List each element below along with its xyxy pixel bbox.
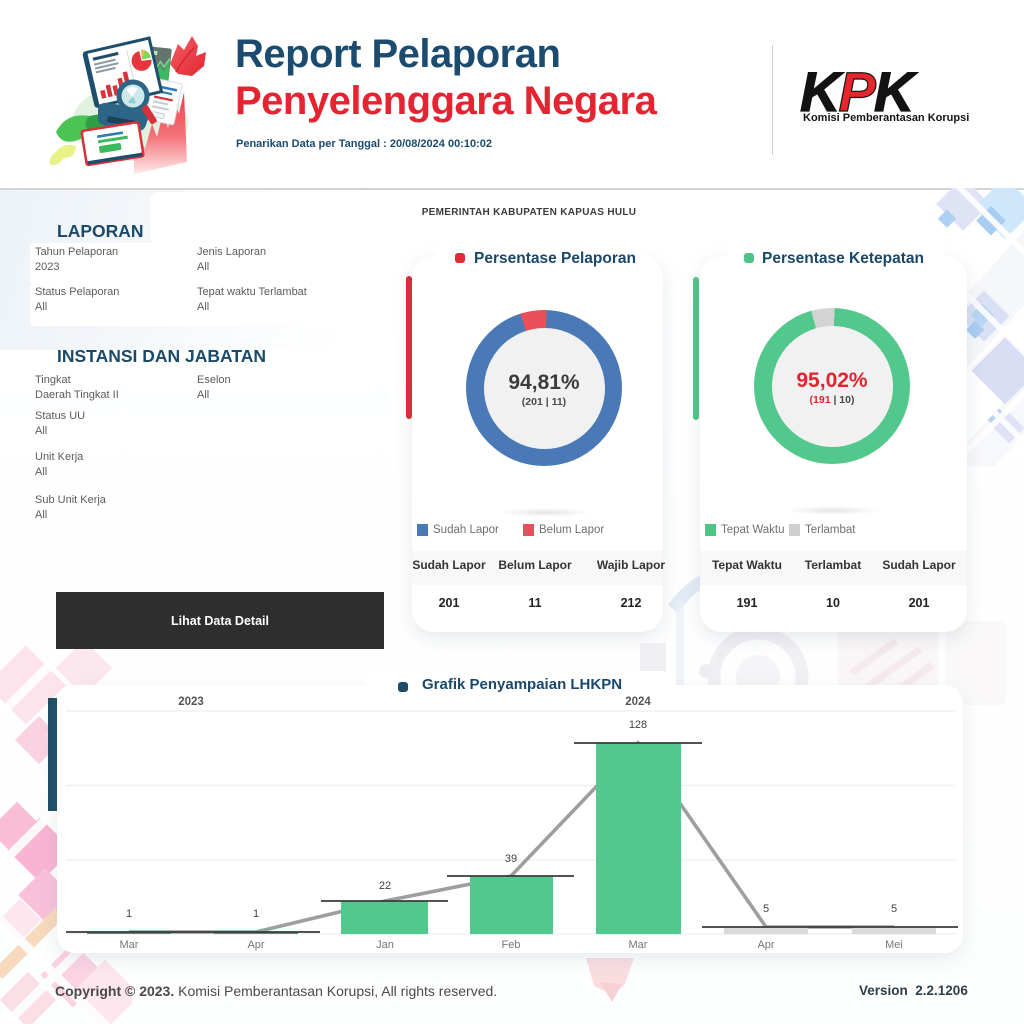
svg-text:Mei: Mei (885, 939, 903, 951)
svg-text:1: 1 (253, 908, 259, 920)
svg-text:5: 5 (763, 903, 769, 915)
svg-text:Apr: Apr (247, 939, 264, 951)
svg-text:Mar: Mar (120, 939, 139, 951)
svg-text:Jan: Jan (376, 939, 394, 951)
svg-text:Apr: Apr (757, 939, 774, 951)
svg-text:39: 39 (505, 853, 517, 865)
svg-text:1: 1 (126, 908, 132, 920)
svg-text:2024: 2024 (625, 696, 651, 708)
svg-text:2023: 2023 (178, 696, 204, 708)
svg-text:128: 128 (629, 719, 647, 731)
svg-text:Mar: Mar (629, 939, 648, 951)
svg-text:22: 22 (379, 880, 391, 892)
svg-text:5: 5 (891, 903, 897, 915)
svg-text:Feb: Feb (502, 939, 521, 951)
